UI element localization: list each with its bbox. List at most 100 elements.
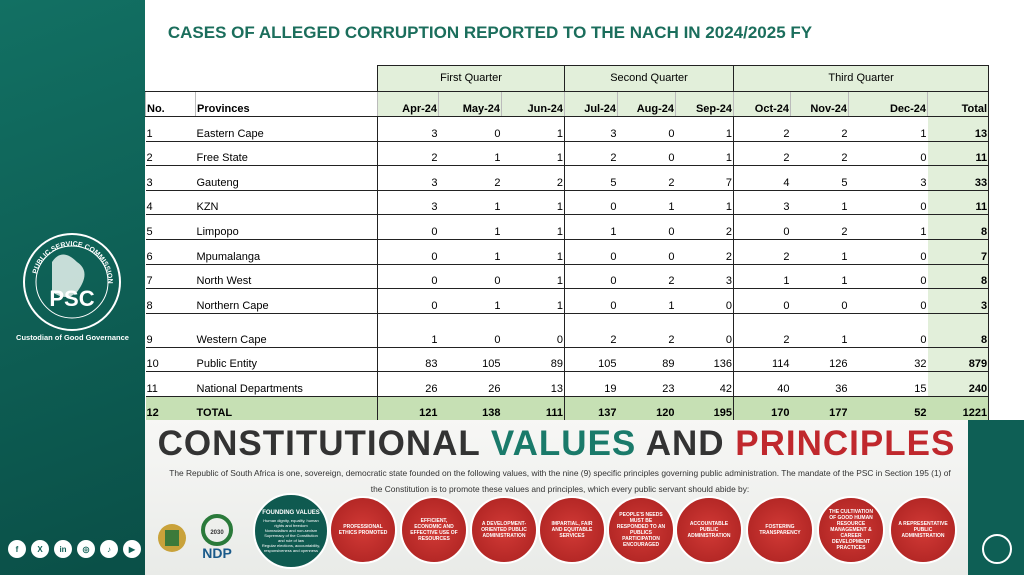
group-header: Second Quarter <box>563 65 735 92</box>
principle: THE CULTIVATION OF GOOD HUMAN RESOURCE M… <box>817 496 885 564</box>
table-cell: 3 <box>377 165 439 191</box>
table-cell: 1 <box>617 190 676 216</box>
table-row: 6 Mpumalanga 0 1 1 0 0 2 2 1 0 7 <box>145 239 990 265</box>
table-cell: 1 <box>501 116 565 142</box>
table-cell: North West <box>195 264 378 290</box>
table-cell: Western Cape <box>195 313 378 348</box>
table-cell: 195 <box>675 396 734 421</box>
founding-values: FOUNDING VALUES Human dignity, equality, … <box>253 493 329 569</box>
table-cell: 2 <box>617 264 676 290</box>
table-cell: 9 <box>145 313 196 348</box>
table-cell: 36 <box>790 371 849 397</box>
table-cell: 2 <box>675 214 734 240</box>
table-cell: 1 <box>501 141 565 167</box>
table-cell: 40 <box>733 371 791 397</box>
table-cell: 0 <box>617 116 676 142</box>
principle: A DEVELOPMENT-ORIENTED PUBLIC ADMINISTRA… <box>470 496 538 564</box>
table-cell: Mpumalanga <box>195 239 378 265</box>
heading-word: AND <box>645 424 725 463</box>
table-cell: 0 <box>675 313 734 348</box>
table-row: 10 Public Entity 83 105 89 105 89 136 114 126 32 87… <box>145 347 990 373</box>
table-cell: 8 <box>145 288 196 314</box>
column-header: Sep-24 <box>674 91 734 117</box>
table-cell: 3 <box>145 165 196 191</box>
table-cell: 1 <box>733 264 791 290</box>
founding-item: Human dignity, equality, human rights an… <box>263 517 319 528</box>
table-cell: 170 <box>733 396 791 421</box>
group-row: First Quarter Second Quarter Third Quarter <box>145 65 990 92</box>
corner-strip <box>968 420 1024 575</box>
blank-cell <box>145 65 378 92</box>
founding-item: Supremacy of the Constitution and rule o… <box>264 532 318 543</box>
table-cell: 1 <box>675 116 734 142</box>
table-cell: 137 <box>564 396 618 421</box>
table-cell: 0 <box>848 264 928 290</box>
table-cell: 83 <box>377 347 439 373</box>
table-row: 8 Northern Cape 0 1 1 0 1 0 0 0 0 3 <box>145 288 990 314</box>
table-cell: 1 <box>377 313 439 348</box>
table-cell: 6 <box>145 239 196 265</box>
table-cell: 0 <box>564 288 618 314</box>
table-cell: 0 <box>848 190 928 216</box>
column-header: Apr-24 <box>377 91 439 117</box>
column-header: Dec-24 <box>848 91 928 117</box>
table-cell: 0 <box>617 141 676 167</box>
table-cell: 240 <box>927 371 990 397</box>
table-cell: 0 <box>564 239 618 265</box>
table-cell: 10 <box>145 347 196 373</box>
table-cell: 33 <box>927 165 990 191</box>
table-cell: 1 <box>501 214 565 240</box>
table-cell: 2 <box>790 116 849 142</box>
table-cell: 0 <box>501 313 565 348</box>
table-cell: 0 <box>733 214 791 240</box>
table-cell: 0 <box>377 264 439 290</box>
table-cell: 0 <box>617 239 676 265</box>
table-cell: 3 <box>733 190 791 216</box>
principle: IMPARTIAL, FAIR AND EQUITABLE SERVICES <box>538 496 606 564</box>
principle: PROFESSIONAL ETHICS PROMOTED <box>329 496 397 564</box>
table-cell: National Departments <box>195 371 378 397</box>
group-header: Third Quarter <box>733 65 990 92</box>
table-cell: 879 <box>927 347 990 373</box>
table-cell: 1 <box>438 141 502 167</box>
table-cell: KZN <box>195 190 378 216</box>
table-cell: 1 <box>790 190 849 216</box>
values-banner: CONSTITUTIONAL VALUES AND PRINCIPLES The… <box>145 420 968 575</box>
table-cell: 2 <box>617 165 676 191</box>
heading-word: PRINCIPLES <box>735 424 956 463</box>
table-cell: 121 <box>377 396 439 421</box>
heading-word: CONSTITUTIONAL <box>157 424 481 463</box>
social-icon: in <box>54 540 72 558</box>
table-cell: 5 <box>790 165 849 191</box>
table-cell: 0 <box>564 264 618 290</box>
table-cell: 4 <box>145 190 196 216</box>
table-cell: 2 <box>564 313 618 348</box>
table-cell: 2 <box>145 141 196 167</box>
table-cell: 105 <box>438 347 502 373</box>
table-row: 2 Free State 2 1 1 2 0 1 2 2 0 11 <box>145 141 990 167</box>
table-cell: 1 <box>790 239 849 265</box>
table-cell: 2 <box>733 313 791 348</box>
column-header: Aug-24 <box>617 91 676 117</box>
header-row: No. Provinces Apr-24 May-24 Jun-24 Jul-24 Aug-… <box>145 91 990 117</box>
social-icon: ♪ <box>100 540 118 558</box>
table-cell: 177 <box>790 396 849 421</box>
table-cell: 26 <box>377 371 439 397</box>
table-cell: 0 <box>438 264 502 290</box>
table-cell: 136 <box>675 347 734 373</box>
table-cell: 11 <box>927 141 990 167</box>
social-icon: X <box>31 540 49 558</box>
table-row: 9 Western Cape 1 0 0 2 2 0 2 1 0 8 <box>145 313 990 348</box>
ndp: NDP <box>202 545 232 561</box>
data-table: First Quarter Second Quarter Third Quarter… <box>145 65 990 421</box>
table-cell: 1 <box>675 141 734 167</box>
principle: EFFICIENT, ECONOMIC AND EFFECTIVE USE OF… <box>400 496 468 564</box>
table-cell: 0 <box>848 313 928 348</box>
nav-button[interactable] <box>982 534 1012 564</box>
table-row: 3 Gauteng 3 2 2 5 2 7 4 5 3 33 <box>145 165 990 191</box>
column-header: Oct-24 <box>733 91 791 117</box>
table-cell: 3 <box>675 264 734 290</box>
table-cell: 8 <box>927 214 990 240</box>
table-row: 4 KZN 3 1 1 0 1 1 3 1 0 11 <box>145 190 990 216</box>
